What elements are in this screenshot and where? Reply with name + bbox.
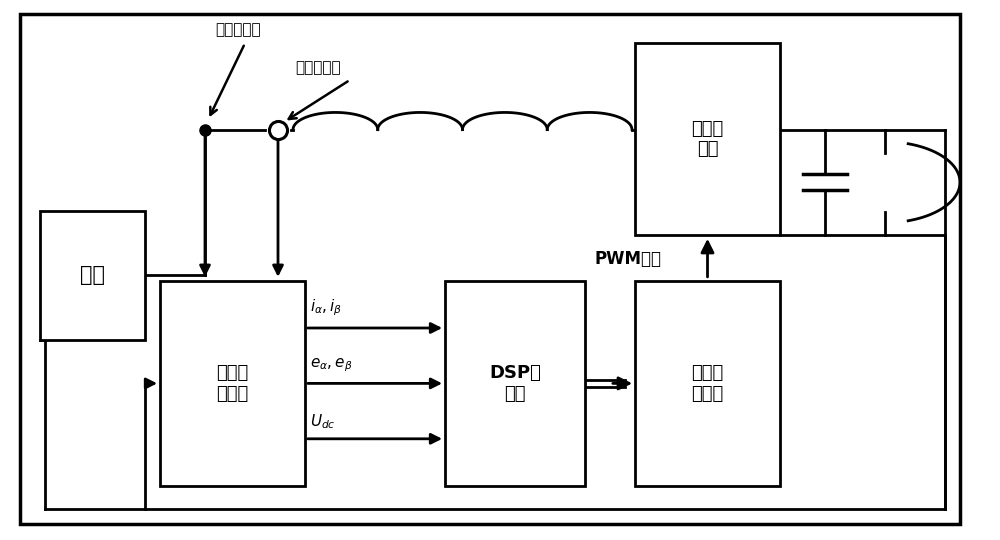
Text: 电网: 电网 xyxy=(80,265,105,286)
FancyBboxPatch shape xyxy=(635,281,780,486)
FancyBboxPatch shape xyxy=(445,281,585,486)
Text: PWM脉冲: PWM脉冲 xyxy=(595,250,662,268)
FancyBboxPatch shape xyxy=(635,43,780,235)
Text: $e_{\alpha},e_{\beta}$: $e_{\alpha},e_{\beta}$ xyxy=(310,356,353,374)
FancyBboxPatch shape xyxy=(40,211,145,340)
Text: 电压电
流采样: 电压电 流采样 xyxy=(216,364,249,403)
Text: $i_{\alpha},i_{\beta}$: $i_{\alpha},i_{\beta}$ xyxy=(310,298,342,318)
Text: DSP控
制器: DSP控 制器 xyxy=(489,364,541,403)
FancyBboxPatch shape xyxy=(160,281,305,486)
Text: 网侧整
流器: 网侧整 流器 xyxy=(691,120,724,158)
Text: 电压传感器: 电压传感器 xyxy=(215,22,261,37)
Text: $U_{dc}$: $U_{dc}$ xyxy=(310,412,336,431)
Text: 驱动保
护电路: 驱动保 护电路 xyxy=(691,364,724,403)
Text: 电流传感器: 电流传感器 xyxy=(295,60,341,75)
